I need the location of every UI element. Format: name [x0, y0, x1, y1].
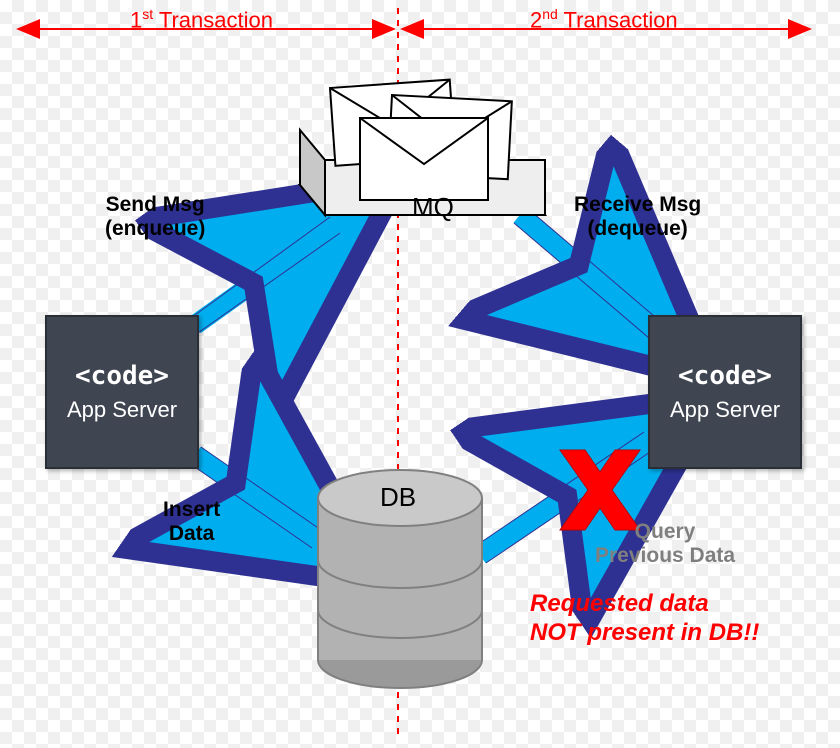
- receive-label: Receive Msg(dequeue): [574, 193, 701, 241]
- insert-label: InsertData: [163, 498, 220, 546]
- send-label: Send Msg(enqueue): [105, 193, 205, 241]
- query-label: QueryPrevious Data: [595, 520, 735, 568]
- error-cross-icon: [560, 450, 640, 530]
- warning-text: Requested dataNOT present in DB!!: [530, 590, 759, 648]
